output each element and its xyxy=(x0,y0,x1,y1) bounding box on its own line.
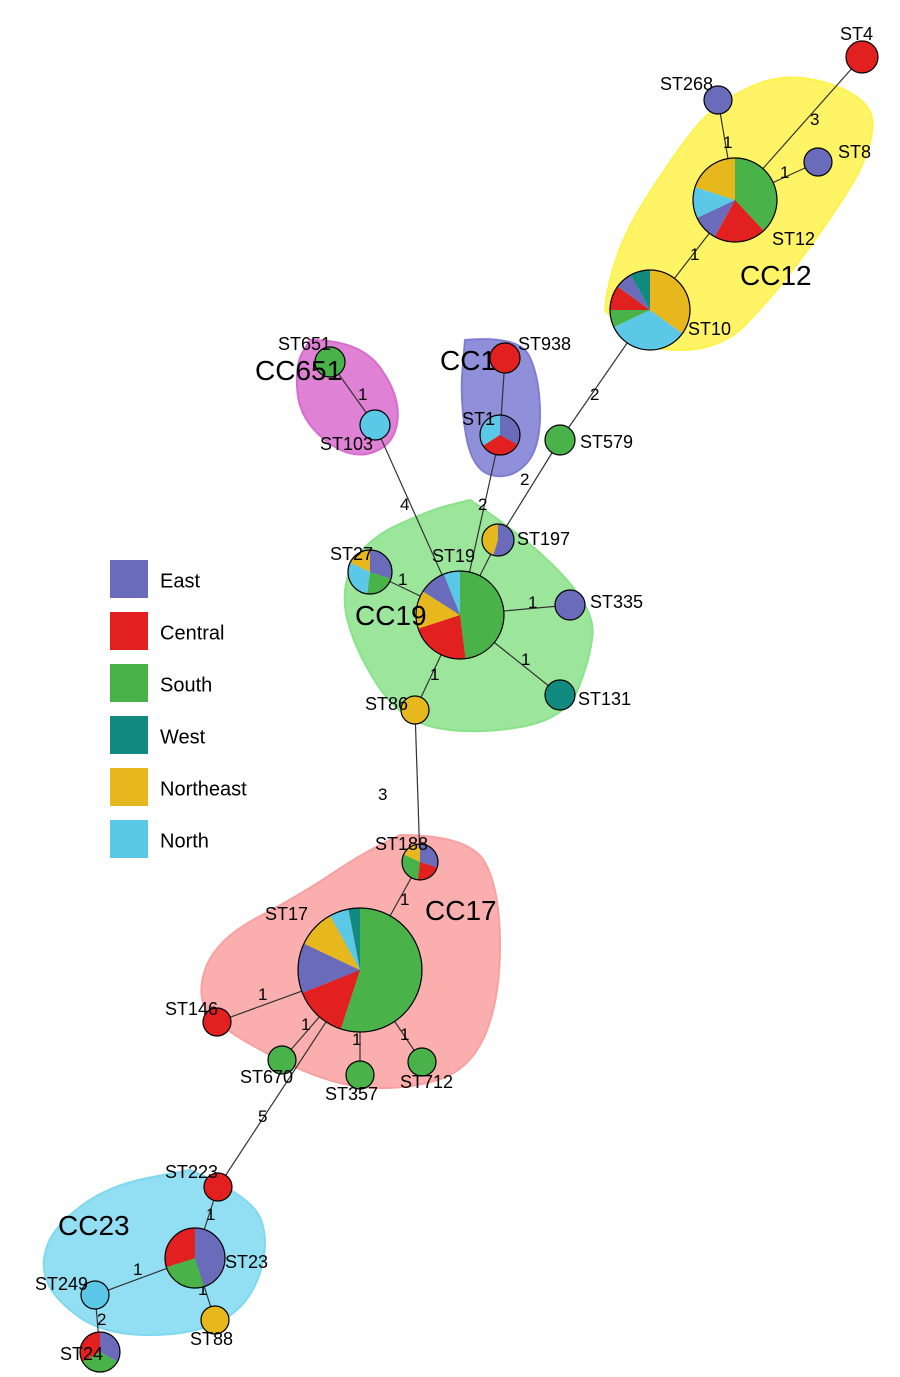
node-ST17 xyxy=(298,908,422,1032)
edge-label: 1 xyxy=(258,985,267,1004)
node-label-ST27: ST27 xyxy=(330,544,373,564)
edge-label: 1 xyxy=(133,1260,142,1279)
legend-swatch-Central xyxy=(110,612,148,650)
edge-label: 1 xyxy=(398,570,407,589)
edge-label: 2 xyxy=(97,1310,106,1329)
node-ST19 xyxy=(416,571,504,659)
node-label-ST88: ST88 xyxy=(190,1329,233,1349)
legend-swatch-Northeast xyxy=(110,768,148,806)
legend-label-East: East xyxy=(160,570,200,592)
node-label-ST223: ST223 xyxy=(165,1162,218,1182)
legend-swatch-South xyxy=(110,664,148,702)
cluster-labels: CC12 CC1 CC651 CC19 CC17 CC23 xyxy=(58,260,812,1241)
node-ST10 xyxy=(610,270,690,350)
edge-label: 4 xyxy=(400,495,409,514)
cluster-label-CC1: CC1 xyxy=(440,345,496,376)
node-label-ST24: ST24 xyxy=(60,1344,103,1364)
cluster-label-CC651: CC651 xyxy=(255,355,342,386)
edge-label: 1 xyxy=(206,1205,215,1224)
node-ST335 xyxy=(555,590,585,620)
node-label-ST4: ST4 xyxy=(840,24,873,44)
edge-label: 2 xyxy=(590,385,599,404)
cluster-label-CC19: CC19 xyxy=(355,600,427,631)
edge-label: 2 xyxy=(520,470,529,489)
node-label-ST249: ST249 xyxy=(35,1274,88,1294)
edge-label: 1 xyxy=(301,1015,310,1034)
legend-swatch-East xyxy=(110,560,148,598)
edge-label: 1 xyxy=(521,650,530,669)
node-ST4 xyxy=(846,41,878,73)
node-label-ST23: ST23 xyxy=(225,1252,268,1272)
edge-label: 1 xyxy=(430,665,439,684)
node-label-ST10: ST10 xyxy=(688,319,731,339)
node-label-ST146: ST146 xyxy=(165,999,218,1019)
legend-label-Central: Central xyxy=(160,622,224,644)
node-label-ST670: ST670 xyxy=(240,1067,293,1087)
node-ST579 xyxy=(545,425,575,455)
node-label-ST579: ST579 xyxy=(580,432,633,452)
edge-label: 3 xyxy=(378,785,387,804)
node-label-ST1: ST1 xyxy=(462,409,495,429)
cluster-label-CC23: CC23 xyxy=(58,1210,130,1241)
node-label-ST17: ST17 xyxy=(265,904,308,924)
node-label-ST131: ST131 xyxy=(578,689,631,709)
node-label-ST938: ST938 xyxy=(518,334,571,354)
node-label-ST335: ST335 xyxy=(590,592,643,612)
legend-label-Northeast: Northeast xyxy=(160,778,247,800)
edge-label: 1 xyxy=(352,1030,361,1049)
edge-label: 1 xyxy=(358,385,367,404)
node-label-ST197: ST197 xyxy=(517,529,570,549)
edge-label: 1 xyxy=(690,245,699,264)
node-ST131 xyxy=(545,680,575,710)
edge-label: 5 xyxy=(258,1107,267,1126)
network-diagram: 311122211114131111151112ST4ST268ST8ST12S… xyxy=(0,0,900,1377)
node-ST197 xyxy=(482,524,514,556)
node-label-ST86: ST86 xyxy=(365,694,408,714)
node-label-ST103: ST103 xyxy=(320,434,373,454)
node-ST12 xyxy=(693,158,777,242)
edge-label: 1 xyxy=(528,593,537,612)
node-ST23 xyxy=(165,1228,225,1288)
legend-label-West: West xyxy=(160,726,206,748)
legend-label-North: North xyxy=(160,830,209,852)
node-label-ST712: ST712 xyxy=(400,1072,453,1092)
edge-label: 1 xyxy=(723,133,732,152)
edge-label: 1 xyxy=(400,890,409,909)
edge-label: 1 xyxy=(780,163,789,182)
cluster-label-CC17: CC17 xyxy=(425,895,497,926)
node-label-ST8: ST8 xyxy=(838,142,871,162)
node-label-ST651: ST651 xyxy=(278,334,331,354)
node-label-ST357: ST357 xyxy=(325,1084,378,1104)
node-label-ST19: ST19 xyxy=(432,546,475,566)
legend-swatch-North xyxy=(110,820,148,858)
legend-label-South: South xyxy=(160,674,212,696)
legend-swatch-West xyxy=(110,716,148,754)
edge-label: 2 xyxy=(478,495,487,514)
node-ST8 xyxy=(804,148,832,176)
node-label-ST268: ST268 xyxy=(660,74,713,94)
edge-label: 3 xyxy=(810,110,819,129)
node-label-ST12: ST12 xyxy=(772,229,815,249)
cluster-label-CC12: CC12 xyxy=(740,260,812,291)
edge-label: 1 xyxy=(400,1025,409,1044)
node-label-ST188: ST188 xyxy=(375,834,428,854)
legend: East Central South West Northeast North xyxy=(110,560,247,858)
